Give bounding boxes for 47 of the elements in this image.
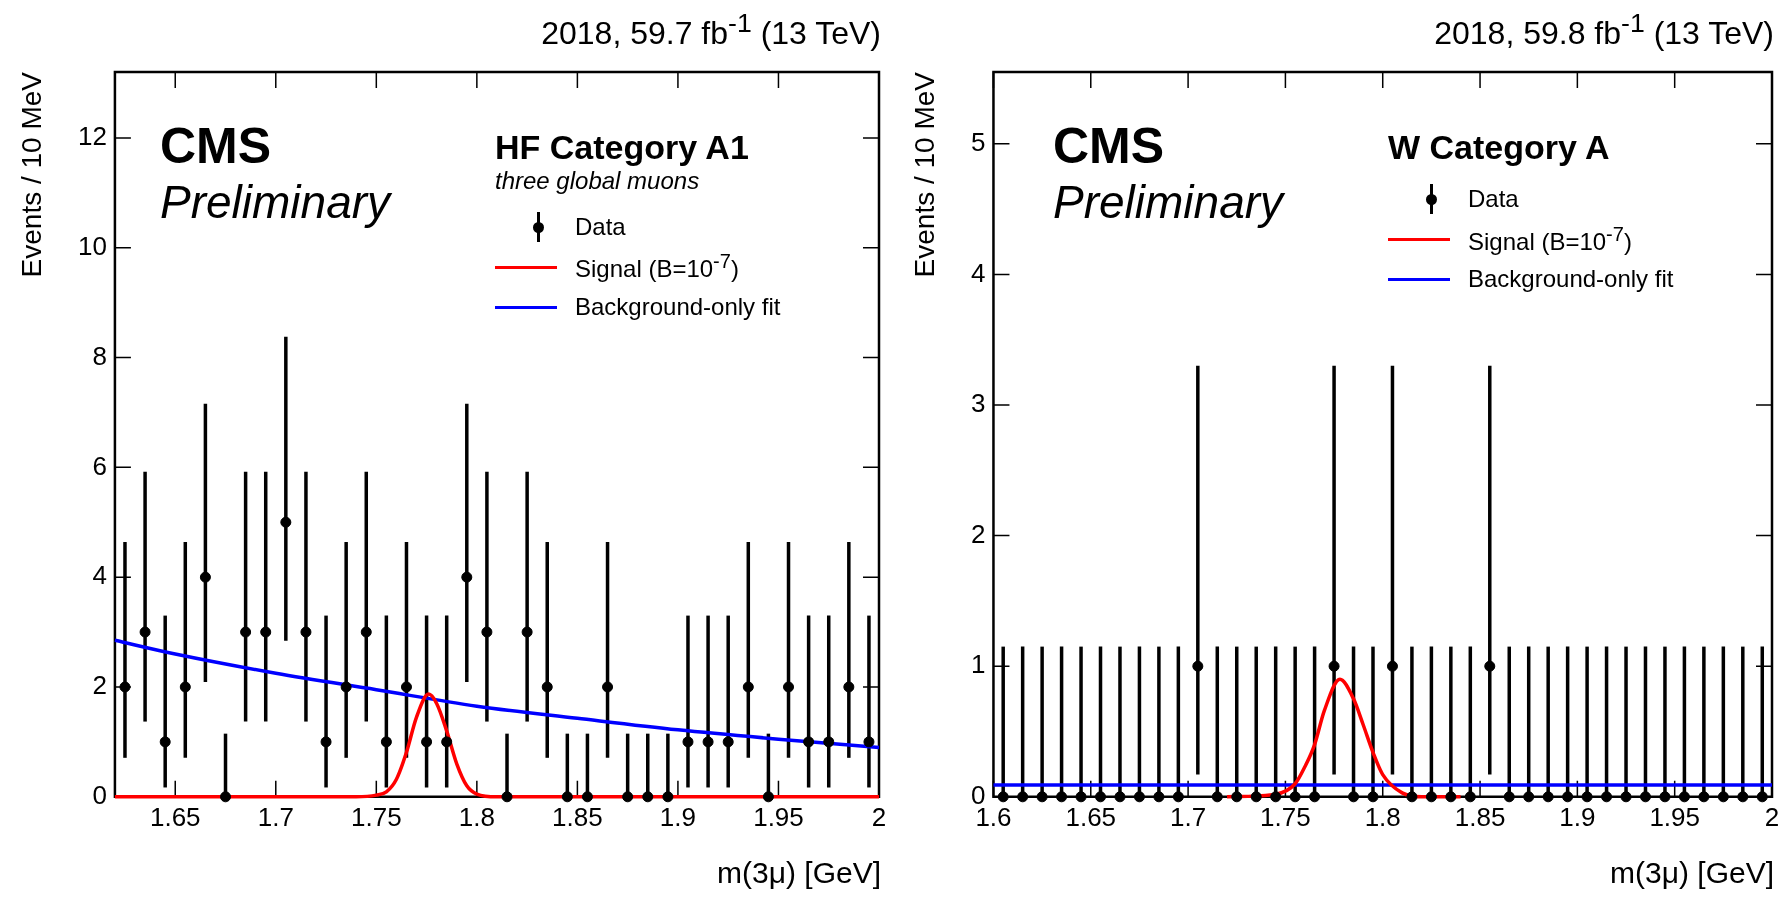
annotation: CMS	[160, 118, 273, 176]
annotation: Preliminary	[160, 175, 391, 229]
y-tick-label: 12	[78, 121, 107, 152]
y-tick-label: 8	[92, 340, 107, 371]
x-tick-label: 1.75	[351, 801, 402, 832]
x-tick-label: 1.9	[1559, 801, 1596, 832]
legend-label: Background-only fit	[1468, 265, 1674, 294]
x-tick-label: 1.9	[659, 801, 696, 832]
x-tick-label: 1.65	[1065, 801, 1117, 832]
y-tick-label: 2	[92, 670, 107, 701]
annotation: HF Category A1	[495, 128, 750, 168]
x-tick-label: 2	[1764, 801, 1780, 832]
x-tick-label: 1.95	[1649, 801, 1700, 832]
legend-label: Data	[1468, 185, 1519, 214]
x-tick-label: 1.75	[1260, 801, 1311, 832]
y-tick-label: 0	[92, 779, 107, 810]
y-tick-label: 4	[92, 560, 107, 591]
x-tick-label: 1.95	[753, 801, 804, 832]
x-tick-label: 2	[871, 801, 887, 832]
annotation: CMS	[1053, 118, 1166, 176]
chart-title: 2018, 59.7 fb$^{-1}$ (13 TeV)	[541, 8, 881, 52]
x-axis-title: m(3μ) [GeV]	[717, 856, 881, 890]
x-tick-label: 1.7	[1170, 801, 1207, 832]
y-tick-label: 6	[92, 450, 107, 481]
y-tick-label: 2	[970, 518, 986, 549]
x-tick-label: 1.65	[149, 801, 201, 832]
y-tick-label: 10	[78, 230, 107, 261]
x-tick-label: 1.8	[458, 801, 495, 832]
y-tick-label: 3	[970, 388, 986, 419]
annotation: three global muons	[495, 167, 701, 195]
x-tick-label: 1.85	[1454, 801, 1506, 832]
y-tick-label: 1	[970, 649, 986, 680]
x-tick-label: 1.8	[1364, 801, 1401, 832]
legend-label: Background-only fit	[575, 292, 781, 321]
y-axis-title: Events / 10 MeV	[909, 72, 941, 278]
legend-label: Signal (B=10$^{-7}$)	[575, 250, 739, 284]
annotation: W Category A	[1388, 128, 1611, 168]
y-tick-label: 5	[970, 127, 986, 157]
annotation: Preliminary	[1053, 175, 1284, 229]
legend-label: Signal (B=10$^{-7}$)	[1468, 222, 1632, 256]
x-tick-label: 1.7	[257, 801, 294, 832]
x-axis-title: m(3μ) [GeV]	[1610, 856, 1774, 890]
x-tick-label: 1.85	[552, 801, 603, 832]
y-tick-label: 4	[970, 257, 986, 288]
y-axis-title: Events / 10 MeV	[16, 72, 48, 278]
legend-label: Data	[575, 212, 626, 241]
chart-title: 2018, 59.8 fb$^{-1}$ (13 TeV)	[1434, 8, 1774, 52]
